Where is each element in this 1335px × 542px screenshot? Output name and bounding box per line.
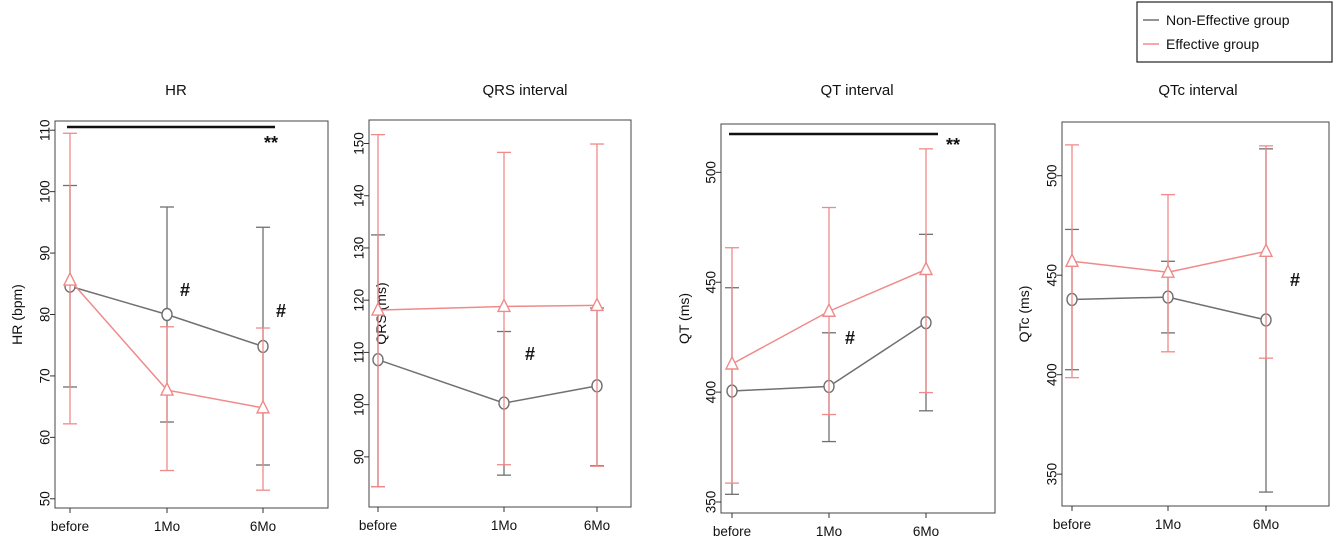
series-line-effective [377,304,598,311]
x-tick-label: 1Mo [1155,517,1181,532]
chart-panel-3: QT interval QT (ms) 350 400 450 500 before 1Mo 6… [676,82,996,539]
x-tick-label: 1Mo [491,518,517,533]
data-point-effective-1Mo [821,302,837,317]
panels: HR HR (bpm) 50 60 70 80 90 100 110 before 1Mo 6Mo **… [9,82,1330,539]
y-axis-label: QT (ms) [676,293,692,344]
plot-frame [368,119,632,508]
series-effective [62,132,271,491]
x-tick-label: 6Mo [913,524,939,539]
series-effective [724,148,934,484]
data-point-effective-before [62,271,78,286]
data-point-effective-6Mo [1258,242,1274,258]
x-tick-label: before [51,519,89,534]
y-tick-label: 450 [1045,264,1060,287]
y-tick-label: 130 [352,237,367,260]
y-tick-label: 50 [38,491,53,506]
data-point-effective-before [724,355,740,370]
y-axis-label: QTc (ms) [1016,286,1032,343]
x-tick-label: 6Mo [250,519,276,534]
data-point-effective-before [370,301,386,316]
y-tick-label: 500 [704,161,719,184]
y-tick-label: 90 [38,246,53,261]
y-tick-label: 140 [352,184,367,207]
x-tick-label: 6Mo [1253,517,1279,532]
data-point-effective-6Mo [918,260,934,276]
chart-panel-1: HR HR (bpm) 50 60 70 80 90 100 110 before 1Mo 6Mo **… [9,82,329,534]
x-tick-label: before [359,518,397,533]
panel-title: QTc interval [1158,82,1237,99]
x-tick-label: 1Mo [154,519,180,534]
data-point-effective-1Mo [1160,263,1176,278]
plot-frame [1061,121,1330,507]
y-tick-label: 110 [38,119,53,141]
series-non-effective [372,353,603,410]
panel-title: QT interval [820,82,893,99]
y-tick-label: 350 [1045,463,1060,486]
y-tick-label: 450 [704,271,719,294]
significance-hash: # [1290,270,1300,290]
error-bar-effective-1Mo [160,326,174,472]
significance-stars: ** [946,135,960,155]
y-tick-label: 60 [38,430,53,445]
plot-frame [720,123,996,514]
data-point-effective-before [1064,252,1080,267]
data-point-non-effective-1Mo [161,307,173,322]
y-tick-label: 400 [1045,363,1060,386]
legend-box [1136,1,1333,63]
significance-hash: # [180,280,190,300]
series-non-effective [1065,148,1273,493]
y-tick-label: 100 [38,180,53,203]
series-effective [1064,144,1274,379]
series-effective [370,133,605,488]
y-axis-label: HR (bpm) [9,284,25,345]
y-tick-label: 90 [352,449,367,464]
legend-label-effective: Effective group [1166,36,1259,52]
significance-stars: ** [264,133,278,153]
data-point-effective-6Mo [255,399,271,414]
y-tick-label: 110 [352,342,367,364]
series-line-non-effective [377,359,598,404]
x-tick-label: before [713,524,751,539]
legend-label-non-effective: Non-Effective group [1166,12,1290,28]
y-tick-label: 350 [704,491,719,514]
y-tick-label: 70 [38,368,53,383]
legend: Non-Effective group Effective group [1136,1,1333,63]
data-point-effective-1Mo [496,297,512,313]
y-tick-label: 400 [704,381,719,404]
panel-title: QRS interval [482,82,567,99]
panel-title: HR [165,82,187,99]
significance-hash: # [525,344,535,364]
data-point-effective-6Mo [589,296,605,312]
y-tick-label: 150 [352,132,367,155]
y-tick-label: 100 [352,393,367,416]
data-point-effective-1Mo [159,381,175,396]
y-tick-label: 120 [352,289,367,312]
x-tick-label: before [1053,517,1091,532]
chart-panel-4: QTc interval QTc (ms) 350 400 450 500 before 1M… [1016,82,1330,532]
x-tick-label: 6Mo [584,518,610,533]
y-tick-label: 500 [1045,164,1060,187]
plot-frame [54,120,329,509]
significance-hash: # [276,301,286,321]
significance-hash: # [845,328,855,348]
y-tick-label: 80 [38,307,53,322]
x-tick-label: 1Mo [816,524,842,539]
